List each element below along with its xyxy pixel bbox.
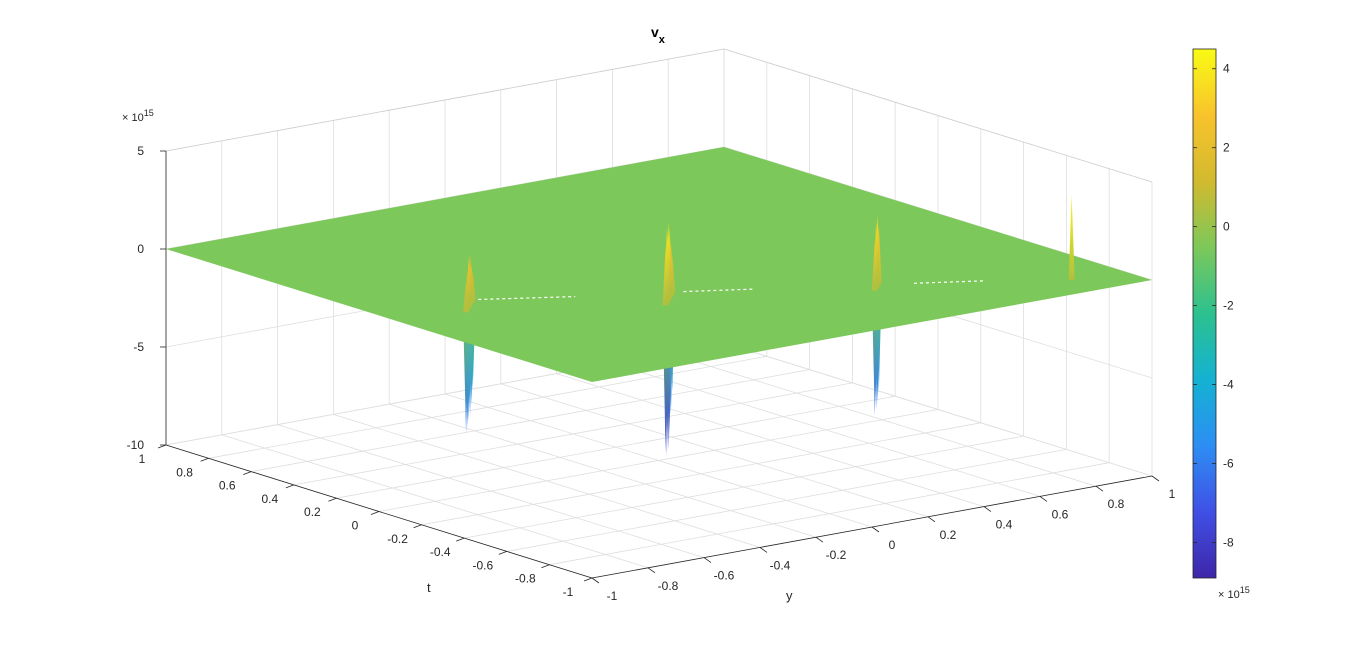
x-tick-mark	[815, 536, 824, 543]
y-tick-label: -0.2	[387, 532, 408, 546]
y-tick-label: 0.6	[219, 479, 236, 493]
y-tick-mark	[285, 484, 294, 489]
x-tick-label: 0.8	[1108, 497, 1125, 511]
y-tick-mark	[370, 511, 380, 515]
floor-grid-line	[251, 369, 810, 472]
x-tick-mark	[983, 506, 992, 512]
y-tick-label: -0.6	[472, 558, 493, 572]
x-tick-mark	[703, 557, 712, 563]
spike-up	[669, 254, 676, 294]
floor-grid-line	[378, 409, 939, 512]
x-tick-label: -0.2	[826, 548, 847, 562]
floor-grid-line	[293, 382, 853, 486]
x-tick-label: -0.6	[714, 569, 735, 583]
x-tick-label: 1	[1169, 487, 1176, 501]
y-tick-mark	[413, 524, 422, 529]
z-tick-label: 0	[137, 242, 144, 256]
chart-title: vx	[651, 24, 666, 46]
x-tick-mark	[1151, 475, 1160, 482]
y-tick-mark	[456, 537, 465, 542]
colorbar-tick-label: -8	[1223, 535, 1234, 549]
colorbar-tick-label: -2	[1223, 299, 1234, 313]
y-tick-mark	[243, 471, 252, 475]
x-tick-mark	[927, 516, 936, 523]
x-tick-label: 0.6	[1052, 507, 1069, 521]
z-tick-label: -10	[127, 438, 145, 452]
z-tick-label: -5	[133, 340, 144, 354]
spike-up	[1068, 195, 1075, 280]
x-tick-mark	[871, 526, 880, 533]
y-tick-label: 0.4	[261, 492, 278, 506]
spike-up	[469, 271, 476, 301]
y-tick-label: -0.4	[430, 545, 451, 559]
y-tick-mark	[583, 577, 593, 582]
y-tick-label: -0.8	[515, 572, 536, 586]
floor-grid-line	[336, 395, 896, 499]
floor-grid-line	[668, 352, 1097, 487]
colorbar-ticks: 4 2 0 -2 -4 -6 -8	[1193, 62, 1234, 549]
colorbar-tick-label: -6	[1223, 457, 1234, 471]
y-tick-label: 1	[139, 452, 146, 466]
x-tick-mark	[1039, 496, 1048, 502]
surface-mark	[478, 295, 576, 301]
x-tick-mark	[1095, 485, 1104, 492]
y-tick-label: -1	[563, 585, 574, 599]
x-tick-label: -0.8	[658, 579, 679, 593]
colorbar-tick-label: 4	[1223, 62, 1230, 76]
colorbar	[1192, 48, 1217, 579]
wall-grid-line	[723, 342, 1153, 477]
floor-grid-line	[556, 373, 985, 507]
box-edge	[723, 48, 1153, 183]
floor-grid-line	[612, 363, 1041, 497]
floor-grid-line	[500, 383, 929, 518]
x-tick-label: 0	[889, 538, 896, 552]
y-tick-mark	[541, 564, 550, 569]
z-tick-label: 5	[137, 144, 144, 158]
x-tick-label: -0.4	[770, 558, 791, 572]
y-tick-label: 0	[352, 519, 359, 533]
x-tick-mark	[647, 567, 656, 574]
colorbar-tick-label: 2	[1223, 141, 1230, 155]
spikes-above-surface	[463, 195, 1075, 313]
y-tick-label: 0.8	[176, 465, 193, 479]
x-tick-label: 0.4	[996, 518, 1013, 532]
axis-ticks: -10-505-1-0.8-0.6-0.4-0.200.20.40.60.81-…	[127, 144, 1176, 603]
y-tick-mark	[200, 457, 209, 462]
y-axis-label: t	[427, 580, 431, 595]
colorbar-tick-label: 0	[1223, 220, 1230, 234]
colorbar-tick-label: -4	[1223, 378, 1234, 392]
x-axis-label: y	[786, 588, 793, 603]
floor-grid-line	[208, 355, 767, 459]
y-tick-mark	[328, 497, 337, 502]
z-exponent-label: × 1015	[122, 108, 154, 124]
surface-plane	[166, 147, 1152, 382]
y-tick-mark	[157, 444, 167, 449]
x-tick-label: -1	[607, 589, 618, 603]
y-tick-label: 0.2	[304, 505, 321, 519]
x-tick-mark	[759, 547, 768, 553]
y-tick-mark	[498, 551, 507, 555]
spike-up	[875, 224, 882, 284]
x-tick-label: 0.2	[940, 528, 957, 542]
colorbar-exponent-label: × 1015	[1218, 585, 1250, 601]
x-tick-mark	[591, 577, 600, 584]
box-edge	[165, 48, 725, 152]
